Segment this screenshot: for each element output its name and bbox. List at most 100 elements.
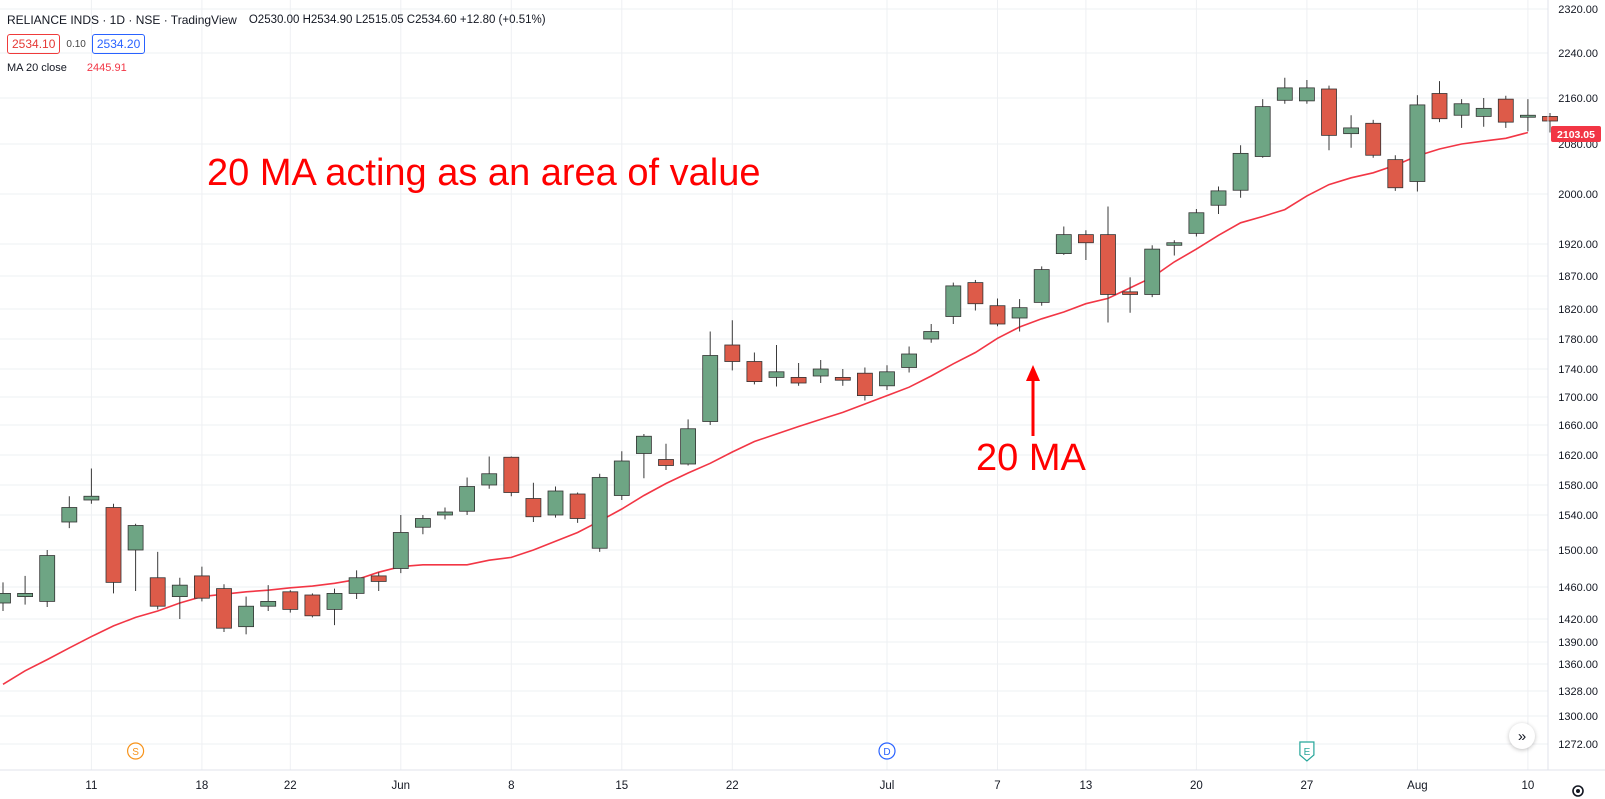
ma-indicator-label[interactable]: MA 20 close bbox=[7, 62, 67, 74]
price-tick-label: 1360.00 bbox=[1558, 659, 1598, 671]
date-tick-label: 13 bbox=[1080, 780, 1093, 792]
price-tick-label: 1920.00 bbox=[1558, 239, 1598, 251]
candle-body bbox=[1409, 104, 1426, 182]
candle-body bbox=[326, 593, 343, 610]
candle bbox=[83, 468, 100, 504]
candle-body bbox=[149, 577, 166, 607]
candle-body bbox=[967, 282, 984, 305]
candle bbox=[127, 523, 144, 591]
candle-body bbox=[746, 361, 763, 383]
candle bbox=[414, 515, 431, 535]
candle-body bbox=[1387, 159, 1404, 189]
candle bbox=[503, 456, 520, 497]
candle-body bbox=[216, 588, 232, 629]
scroll-to-realtime-button[interactable]: » bbox=[1509, 723, 1535, 749]
candle-body bbox=[834, 376, 851, 381]
candle bbox=[945, 282, 962, 324]
candle-body bbox=[1188, 212, 1205, 234]
candle-body bbox=[348, 577, 365, 594]
candle-body bbox=[459, 486, 476, 512]
ask-price-button[interactable]: 2534.20 bbox=[91, 34, 146, 54]
candle-body bbox=[857, 372, 873, 397]
candle bbox=[989, 298, 1006, 327]
price-tick-label: 1390.00 bbox=[1558, 637, 1598, 649]
candle-body bbox=[503, 456, 520, 493]
candle bbox=[613, 451, 630, 500]
candle bbox=[437, 507, 453, 520]
time-axis: 11 18 22 Jun 8 15 22 Jul 7 13 20 27 Aug 10 bbox=[0, 769, 1605, 792]
event-marker-e[interactable]: E bbox=[1299, 741, 1315, 762]
event-marker-d[interactable]: D bbox=[878, 742, 896, 760]
candle-body bbox=[613, 460, 630, 496]
candle-body bbox=[83, 495, 100, 501]
candle bbox=[923, 324, 940, 343]
candle bbox=[658, 443, 674, 470]
date-tick-label: Jun bbox=[392, 780, 411, 792]
candle-body bbox=[260, 601, 277, 607]
event-marker-s[interactable]: S bbox=[127, 742, 145, 760]
headline-annotation: 20 MA acting as an area of value bbox=[207, 152, 760, 194]
candle-body bbox=[17, 593, 34, 598]
date-tick-label: 15 bbox=[615, 780, 628, 792]
candle bbox=[724, 320, 741, 371]
candle bbox=[392, 515, 409, 574]
candle bbox=[525, 482, 542, 522]
candle-body bbox=[1299, 87, 1315, 102]
candle-body bbox=[1254, 106, 1271, 157]
candle bbox=[282, 590, 299, 613]
candle bbox=[1387, 155, 1404, 191]
price-tick-label: 1700.00 bbox=[1558, 392, 1598, 404]
candle-body bbox=[1232, 152, 1249, 191]
candle bbox=[1453, 99, 1470, 128]
candle-body bbox=[636, 435, 652, 454]
settings-gear-icon[interactable] bbox=[1572, 785, 1584, 797]
candle-body bbox=[1078, 234, 1094, 244]
candle-body bbox=[1210, 190, 1227, 206]
candle-body bbox=[1011, 307, 1028, 319]
event-marker-letter: S bbox=[132, 747, 139, 758]
candle-body bbox=[547, 490, 564, 516]
date-tick-label: 27 bbox=[1301, 780, 1314, 792]
price-tick-label: 2240.00 bbox=[1558, 48, 1598, 60]
candle-body bbox=[127, 525, 144, 551]
candle-body bbox=[105, 507, 122, 583]
candle bbox=[547, 486, 564, 518]
candle bbox=[1431, 81, 1448, 123]
candle bbox=[967, 279, 984, 311]
candle-body bbox=[282, 591, 299, 610]
candle bbox=[1475, 98, 1492, 127]
candle bbox=[1542, 112, 1558, 133]
ma-arrow bbox=[1026, 365, 1040, 436]
price-tick-label: 1328.00 bbox=[1558, 686, 1598, 698]
candle bbox=[790, 363, 807, 386]
candle bbox=[702, 331, 719, 425]
candle-body bbox=[1321, 88, 1337, 136]
candle-body bbox=[1542, 116, 1558, 122]
candle bbox=[1520, 99, 1536, 132]
candle-body bbox=[569, 493, 586, 519]
candle bbox=[326, 588, 343, 626]
price-axis: 2320.002240.002160.002080.002000.001920.… bbox=[1547, 0, 1598, 770]
candle-body bbox=[238, 605, 255, 628]
bid-price-button[interactable]: 2534.10 bbox=[7, 34, 61, 54]
candle bbox=[370, 572, 387, 591]
candle bbox=[680, 419, 696, 466]
candle bbox=[0, 582, 11, 611]
price-tick-label: 1300.00 bbox=[1558, 711, 1598, 723]
price-tick-label: 1620.00 bbox=[1558, 450, 1598, 462]
candle bbox=[1321, 85, 1337, 151]
candle bbox=[1033, 266, 1050, 306]
candle bbox=[459, 477, 476, 515]
candle bbox=[171, 577, 188, 619]
candle bbox=[1166, 240, 1183, 256]
date-tick-label: 11 bbox=[85, 780, 97, 792]
ma-callout-annotation: 20 MA bbox=[976, 437, 1086, 479]
candle-body bbox=[1475, 107, 1492, 117]
candle-body bbox=[1100, 234, 1116, 295]
double-chevron-right-icon: » bbox=[1517, 727, 1527, 745]
candle bbox=[834, 369, 851, 386]
candle-body bbox=[193, 575, 210, 599]
symbol-title: RELIANCE INDS · 1D · NSE · TradingView bbox=[7, 13, 237, 27]
